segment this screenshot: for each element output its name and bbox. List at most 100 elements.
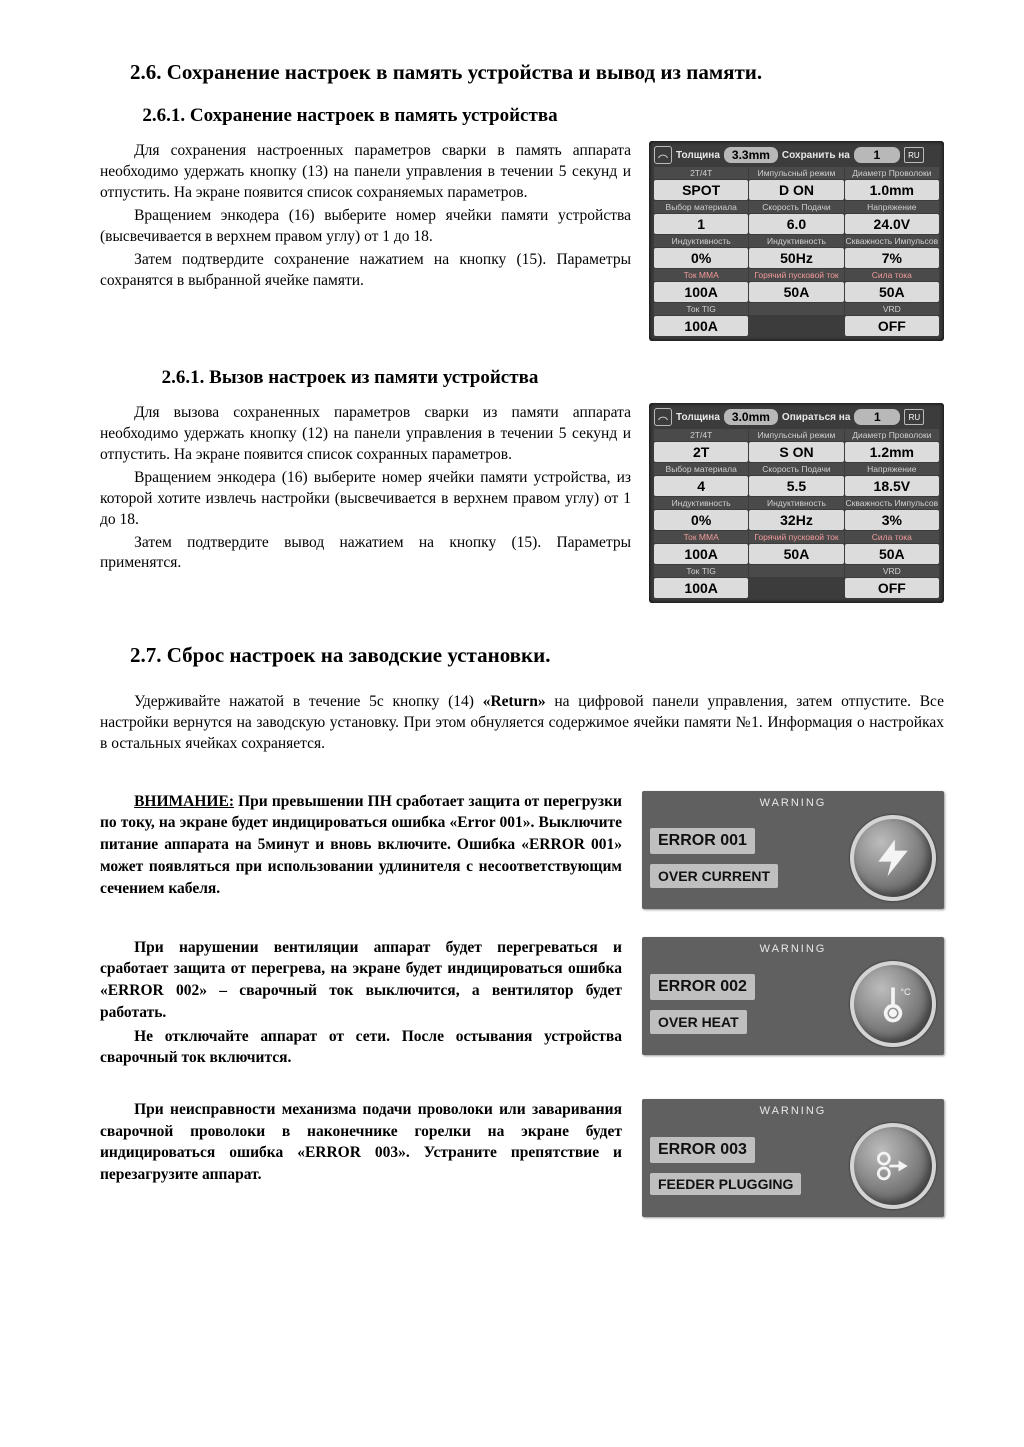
param-value: 0%	[654, 248, 748, 268]
param-header: Горячий пусковой ток	[749, 531, 843, 543]
param-panel-recall: Толщина 3.0mm Опираться на 1 RU 2T/4TИмп…	[649, 403, 944, 603]
param-value: 50A	[749, 544, 843, 564]
error-code-2: ERROR 002	[650, 974, 755, 1000]
param-header	[749, 303, 843, 315]
error-msg-2: OVER HEAT	[650, 1010, 747, 1034]
param-header: Напряжение	[845, 463, 939, 475]
param-header: Диаметр Проволоки	[845, 167, 939, 179]
param-header: Сила тока	[845, 531, 939, 543]
recall-p1: Для вызова сохраненных параметров сварки…	[100, 403, 631, 466]
param-header: Импульсный режим	[749, 167, 843, 179]
param-header: Выбор материала	[654, 463, 748, 475]
warning-row-3: При неисправности механизма подачи прово…	[100, 1099, 944, 1217]
warning-2b: Не отключайте аппарат от сети. После ост…	[100, 1026, 622, 1069]
reset-paragraph: Удерживайте нажатой в течение 5с кнопку …	[100, 692, 944, 755]
warning-label: WARNING	[650, 1105, 936, 1117]
param-header: Ток MMA	[654, 269, 748, 281]
param-value: SPOT	[654, 180, 748, 200]
param-header: Диаметр Проволоки	[845, 429, 939, 441]
param-value: 1.2mm	[845, 442, 939, 462]
error-card-1: WARNING ERROR 001 OVER CURRENT	[642, 791, 944, 909]
warning-label: WARNING	[650, 797, 936, 809]
home-icon	[654, 146, 672, 164]
bolt-icon	[850, 815, 936, 901]
section-2-6-1-save-title: 2.6.1. Сохранение настроек в память устр…	[100, 105, 600, 127]
param-value: 3%	[845, 510, 939, 530]
warning-2a: При нарушении вентиляции аппарат будет п…	[100, 937, 622, 1024]
param-value: 50A	[749, 282, 843, 302]
document-page: 2.6. Сохранение настроек в память устрой…	[0, 0, 1024, 1447]
param-header: VRD	[845, 565, 939, 577]
thickness-value: 3.3mm	[724, 147, 778, 163]
warning-row-2: При нарушении вентиляции аппарат будет п…	[100, 937, 944, 1071]
lang-flag: RU	[904, 409, 924, 425]
thickness-label: Толщина	[676, 412, 720, 423]
thickness-value: 3.0mm	[724, 409, 778, 425]
panel2-toprow: Толщина 3.0mm Опираться на 1 RU	[654, 407, 939, 427]
section-2-7-body: Удерживайте нажатой в течение 5с кнопку …	[100, 692, 944, 755]
param-value: 100A	[654, 578, 748, 598]
param-header: Индуктивность	[749, 235, 843, 247]
row-recall: Для вызова сохраненных параметров сварки…	[100, 403, 944, 603]
error-msg-3: FEEDER PLUGGING	[650, 1173, 801, 1196]
panel2-grid: 2T/4TИмпульсный режимДиаметр Проволоки2T…	[654, 429, 939, 598]
param-header: Импульсный режим	[749, 429, 843, 441]
text-recall: Для вызова сохраненных параметров сварки…	[100, 403, 631, 576]
param-value: 50A	[845, 544, 939, 564]
warning-1-text: ВНИМАНИЕ: При превышении ПН сработает за…	[100, 791, 622, 901]
param-value: 100A	[654, 544, 748, 564]
param-panel-save: Толщина 3.3mm Сохранить на 1 RU 2T/4TИмп…	[649, 141, 944, 341]
save-p2: Вращением энкодера (16) выберите номер я…	[100, 206, 631, 248]
reset-p1a: Удерживайте нажатой в течение 5с кнопку …	[134, 693, 483, 710]
thickness-label: Толщина	[676, 150, 720, 161]
param-header	[749, 565, 843, 577]
recall-on-label: Опираться на	[782, 412, 850, 423]
param-value: 50A	[845, 282, 939, 302]
param-value: 2T	[654, 442, 748, 462]
panel1-toprow: Толщина 3.3mm Сохранить на 1 RU	[654, 145, 939, 165]
param-value: 24.0V	[845, 214, 939, 234]
param-header: Индуктивность	[749, 497, 843, 509]
return-button-name: «Return»	[483, 693, 546, 710]
error-card-3: WARNING ERROR 003 FEEDER PLUGGING	[642, 1099, 944, 1217]
param-value: 100A	[654, 282, 748, 302]
param-header: Индуктивность	[654, 497, 748, 509]
param-header: Скважность Импульсов	[845, 235, 939, 247]
param-value: 1.0mm	[845, 180, 939, 200]
save-on-label: Сохранить на	[782, 150, 850, 161]
param-header: Сила тока	[845, 269, 939, 281]
param-value: S ON	[749, 442, 843, 462]
section-2-7-title: 2.7. Сброс настроек на заводские установ…	[130, 643, 944, 668]
param-header: VRD	[845, 303, 939, 315]
slot-value: 1	[854, 147, 900, 163]
param-value: 1	[654, 214, 748, 234]
svg-text:°C: °C	[900, 987, 911, 997]
slot-value: 1	[854, 409, 900, 425]
save-p3: Затем подтвердите сохранение нажатием на…	[100, 250, 631, 292]
param-header: 2T/4T	[654, 167, 748, 179]
attention-lead: ВНИМАНИЕ:	[134, 793, 234, 810]
row-save: Для сохранения настроенных параметров св…	[100, 141, 944, 341]
feeder-icon	[850, 1123, 936, 1209]
param-header: Горячий пусковой ток	[749, 269, 843, 281]
warning-row-1: ВНИМАНИЕ: При превышении ПН сработает за…	[100, 791, 944, 909]
param-value: 5.5	[749, 476, 843, 496]
save-p1: Для сохранения настроенных параметров св…	[100, 141, 631, 204]
panel1-grid: 2T/4TИмпульсный режимДиаметр Проволоки SP…	[654, 167, 939, 336]
recall-p3: Затем подтвердите вывод нажатием на кноп…	[100, 533, 631, 575]
recall-p2: Вращением энкодера (16) выберите номер я…	[100, 468, 631, 531]
section-2-6-1-recall-title: 2.6.1. Вызов настроек из памяти устройст…	[100, 367, 600, 389]
param-value: D ON	[749, 180, 843, 200]
param-value: 7%	[845, 248, 939, 268]
section-2-6-title: 2.6. Сохранение настроек в память устрой…	[130, 60, 944, 85]
param-header: Скорость Подачи	[749, 201, 843, 213]
warning-3-body: При неисправности механизма подачи прово…	[100, 1099, 622, 1186]
text-save: Для сохранения настроенных параметров св…	[100, 141, 631, 293]
param-value: 100A	[654, 316, 748, 336]
param-header: Индуктивность	[654, 235, 748, 247]
param-header: Скважность Импульсов	[845, 497, 939, 509]
param-value: 32Hz	[749, 510, 843, 530]
error-code-3: ERROR 003	[650, 1137, 755, 1163]
param-header: Ток MMA	[654, 531, 748, 543]
param-value: 6.0	[749, 214, 843, 234]
